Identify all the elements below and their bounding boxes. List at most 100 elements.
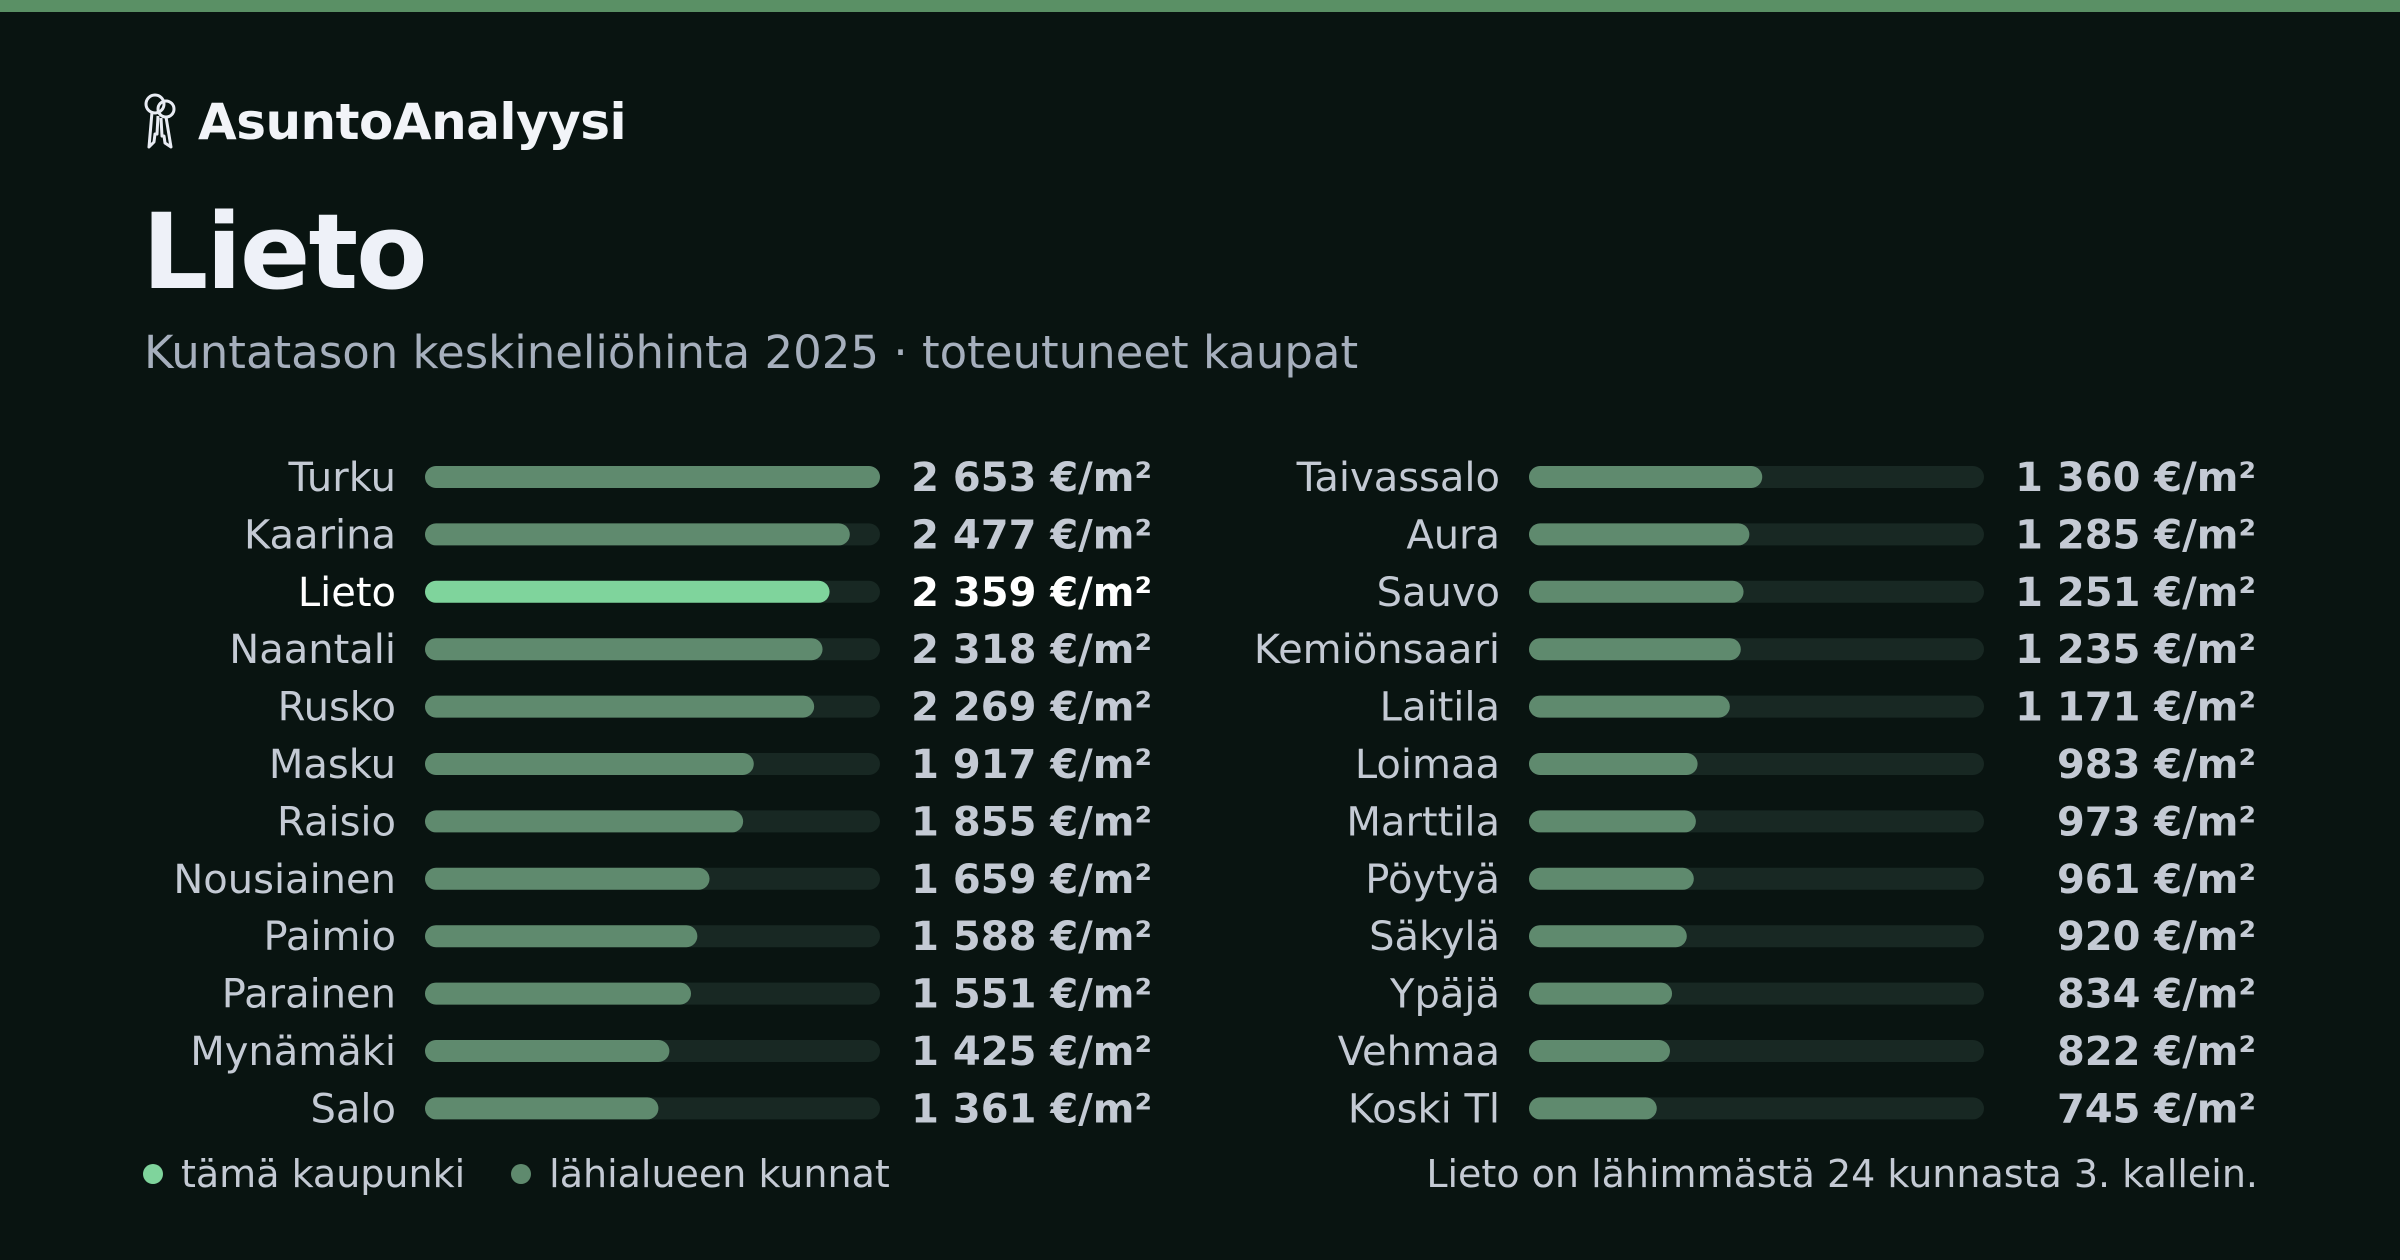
bar [425, 695, 815, 718]
bar [1529, 867, 1694, 890]
bar-row-mynämäki: Mynämäki 1 425 €/m² [190, 1029, 1152, 1075]
bar-label: Mynämäki [190, 1029, 396, 1075]
bar-label: Lieto [298, 570, 396, 616]
keys-icon [144, 93, 176, 149]
bar [1529, 466, 1763, 488]
bar-value-label: 1 855 €/m² [911, 799, 1152, 845]
bar-label: Loimaa [1355, 742, 1500, 788]
bar-value-label: 973 €/m² [2057, 799, 2256, 845]
bar-label: Rusko [278, 685, 396, 731]
bar-row-salo: Salo 1 361 €/m² [311, 1086, 1153, 1132]
bar-label: Turku [288, 455, 396, 501]
bar [425, 638, 823, 661]
bar-value-label: 1 917 €/m² [911, 742, 1152, 788]
bar-value-label: 2 318 €/m² [911, 627, 1152, 673]
bar-value-label: 834 €/m² [2057, 972, 2256, 1018]
bar [425, 982, 692, 1005]
legend-item-nearby: lähialueen kunnat [511, 1152, 890, 1196]
bar-row-paimio: Paimio 1 588 €/m² [264, 914, 1153, 960]
bar-value-label: 1 425 €/m² [911, 1029, 1152, 1075]
legend-dot-nearby [511, 1164, 532, 1184]
page-title: Lieto [142, 191, 428, 313]
bar-row-kemiönsaari: Kemiönsaari 1 235 €/m² [1254, 627, 2256, 673]
bar-row-koski-tl: Koski Tl 745 €/m² [1348, 1086, 2256, 1132]
bar-value-label: 2 653 €/m² [911, 455, 1152, 501]
bar-value-label: 961 €/m² [2057, 857, 2256, 903]
bar-label: Kaarina [244, 512, 396, 558]
bar-label: Säkylä [1369, 914, 1500, 960]
bar-label: Masku [269, 742, 396, 788]
bar-value-label: 1 235 €/m² [2015, 627, 2256, 673]
bar [425, 925, 698, 948]
brand: AsuntoAnalyysi [142, 92, 627, 152]
bar-value-label: 745 €/m² [2057, 1086, 2256, 1132]
bar [425, 466, 880, 488]
bar-row-masku: Masku 1 917 €/m² [269, 742, 1152, 788]
bar-row-taivassalo: Taivassalo 1 360 €/m² [1296, 455, 2256, 501]
bar-label: Ypäjä [1389, 972, 1500, 1018]
bar-label: Aura [1406, 512, 1500, 558]
chart-legend: tämä kaupunki lähialueen kunnat [143, 1152, 936, 1196]
bar-row-loimaa: Loimaa 983 €/m² [1355, 742, 2256, 788]
bar-row-nousiainen: Nousiainen 1 659 €/m² [173, 857, 1152, 903]
bar-value-label: 2 359 €/m² [911, 570, 1152, 616]
bar-label: Kemiönsaari [1254, 627, 1500, 673]
bar-row-marttila: Marttila 973 €/m² [1346, 799, 2256, 845]
bar-row-lieto: Lieto 2 359 €/m² [298, 570, 1152, 616]
legend-label-this-city: tämä kaupunki [181, 1152, 466, 1196]
bar-label: Pöytyä [1365, 857, 1500, 903]
bar-value-label: 983 €/m² [2057, 742, 2256, 788]
bar-label: Taivassalo [1296, 455, 1500, 501]
bar-label: Parainen [222, 972, 396, 1018]
bar [425, 867, 710, 890]
bar-value-label: 1 171 €/m² [2015, 685, 2256, 731]
bar-label: Paimio [264, 914, 397, 960]
bar-label: Marttila [1346, 799, 1500, 845]
bar-value-label: 1 285 €/m² [2015, 512, 2256, 558]
brand-name: AsuntoAnalyysi [198, 93, 627, 151]
bar [425, 580, 830, 603]
page-subtitle: Kuntatason keskineliöhinta 2025 · toteut… [144, 326, 1359, 379]
bar [1529, 1040, 1670, 1062]
bar-label: Laitila [1380, 685, 1500, 731]
bar [1529, 638, 1741, 661]
bar-row-parainen: Parainen 1 551 €/m² [222, 972, 1152, 1018]
bar-row-rusko: Rusko 2 269 €/m² [278, 685, 1152, 731]
bar-row-raisio: Raisio 1 855 €/m² [277, 799, 1152, 845]
bar-row-naantali: Naantali 2 318 €/m² [229, 627, 1152, 673]
bar [1529, 580, 1744, 603]
bar-value-label: 1 360 €/m² [2015, 455, 2256, 501]
bar-row-pöytyä: Pöytyä 961 €/m² [1365, 857, 2256, 903]
bar [425, 810, 744, 833]
bar-row-sauvo: Sauvo 1 251 €/m² [1377, 570, 2256, 616]
bar-value-label: 1 361 €/m² [911, 1086, 1152, 1132]
bar-row-laitila: Laitila 1 171 €/m² [1380, 685, 2256, 731]
bar-label: Koski Tl [1348, 1086, 1500, 1132]
bar-label: Sauvo [1377, 570, 1500, 616]
bar-row-vehmaa: Vehmaa 822 €/m² [1338, 1029, 2256, 1075]
ranking-footnote: Lieto on lähimmästä 24 kunnasta 3. kalle… [1426, 1152, 2258, 1196]
bar-value-label: 920 €/m² [2057, 914, 2256, 960]
bar-value-label: 1 588 €/m² [911, 914, 1152, 960]
bar [1529, 810, 1696, 833]
bar [425, 523, 850, 546]
bar [1529, 695, 1730, 718]
bar-value-label: 1 551 €/m² [911, 972, 1152, 1018]
bar [425, 1097, 659, 1120]
bar-value-label: 2 477 €/m² [911, 512, 1152, 558]
legend-label-nearby: lähialueen kunnat [549, 1152, 890, 1196]
bar-label: Naantali [229, 627, 396, 673]
legend-dot-this-city [143, 1164, 163, 1184]
bar [1529, 753, 1698, 775]
bar-row-säkylä: Säkylä 920 €/m² [1369, 914, 2256, 960]
bar [1529, 1097, 1657, 1120]
bar [1529, 925, 1687, 948]
bar-row-ypäjä: Ypäjä 834 €/m² [1389, 972, 2256, 1018]
bar-row-kaarina: Kaarina 2 477 €/m² [244, 512, 1152, 558]
legend-item-this-city: tämä kaupunki [143, 1152, 465, 1196]
bar-value-label: 1 659 €/m² [911, 857, 1152, 903]
bar-value-label: 822 €/m² [2057, 1029, 2256, 1075]
bar [1529, 982, 1673, 1005]
bar-value-label: 1 251 €/m² [2015, 570, 2256, 616]
